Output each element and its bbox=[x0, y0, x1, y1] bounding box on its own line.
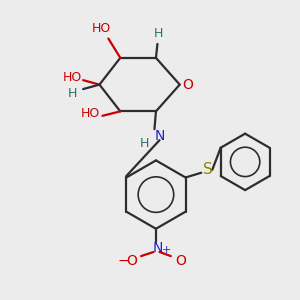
Text: N: N bbox=[152, 241, 163, 255]
Text: O: O bbox=[127, 254, 138, 268]
Text: H: H bbox=[140, 137, 149, 150]
Text: N: N bbox=[154, 129, 165, 143]
Text: HO: HO bbox=[81, 107, 100, 120]
Text: HO: HO bbox=[91, 22, 111, 34]
Text: O: O bbox=[175, 254, 186, 268]
Text: HO: HO bbox=[63, 71, 82, 84]
Text: H: H bbox=[68, 87, 77, 100]
Text: O: O bbox=[183, 78, 194, 92]
Text: +: + bbox=[162, 245, 171, 255]
Text: S: S bbox=[203, 162, 213, 177]
Text: H: H bbox=[154, 27, 164, 40]
Text: −: − bbox=[117, 254, 129, 268]
